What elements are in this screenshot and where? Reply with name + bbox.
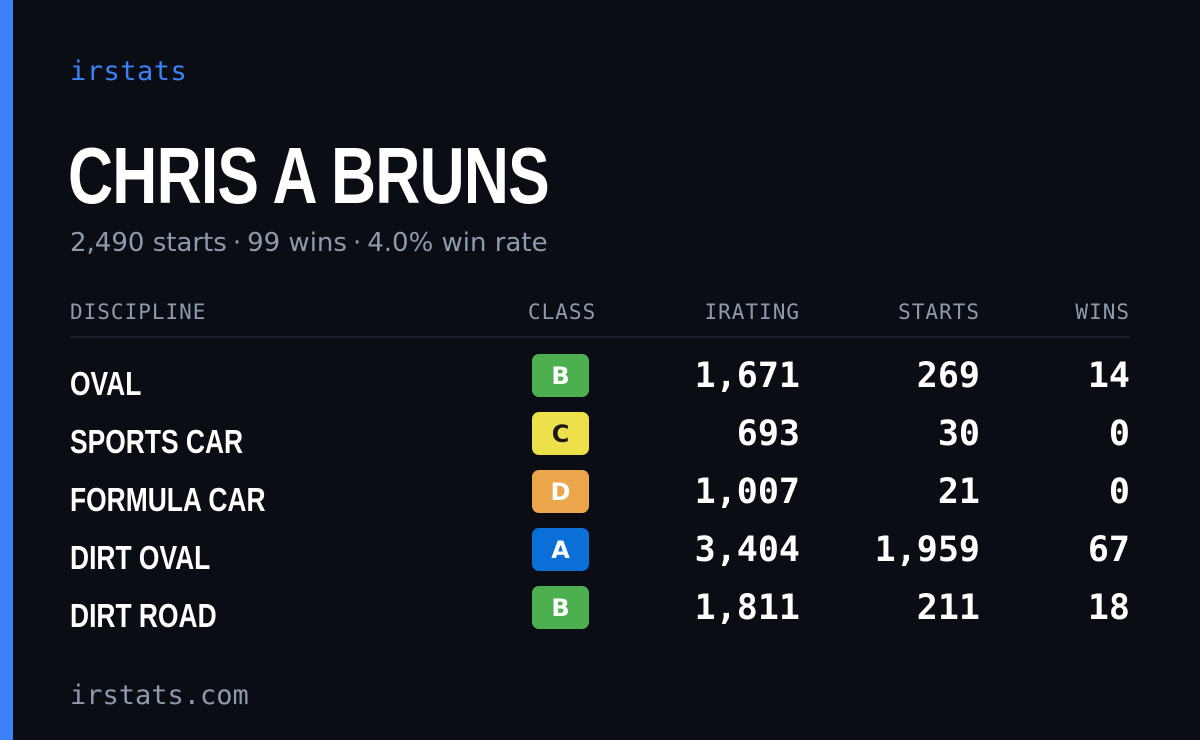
- header-wins: WINS: [1075, 300, 1130, 324]
- irating-value: 1,007: [694, 472, 800, 512]
- class-badge: D: [532, 470, 589, 513]
- table-row: DIRT OVAL A 3,404 1,959 67: [70, 528, 1130, 586]
- summary-wins: 99 wins: [247, 228, 347, 258]
- starts-value: 21: [937, 472, 980, 512]
- summary-win-rate: 4.0% win rate: [367, 228, 548, 258]
- wins-value: 0: [1108, 414, 1130, 454]
- summary-starts: 2,490 starts: [70, 228, 227, 258]
- header-irating: IRATING: [704, 300, 800, 324]
- summary-separator: ·: [232, 228, 242, 258]
- brand-logo-text[interactable]: irstats: [70, 56, 188, 87]
- discipline-name: SPORTS CAR: [70, 423, 244, 460]
- discipline-name: DIRT ROAD: [70, 597, 217, 634]
- table-row: FORMULA CAR D 1,007 21 0: [70, 470, 1130, 528]
- wins-value: 67: [1087, 530, 1130, 570]
- header-discipline: DISCIPLINE: [70, 300, 207, 324]
- irating-value: 693: [736, 414, 800, 454]
- wins-value: 14: [1087, 356, 1130, 396]
- starts-value: 30: [937, 414, 980, 454]
- table-row: OVAL B 1,671 269 14: [70, 354, 1130, 412]
- header-class: CLASS: [528, 300, 597, 324]
- discipline-name: DIRT OVAL: [70, 539, 211, 576]
- table-row: SPORTS CAR C 693 30 0: [70, 412, 1130, 470]
- footer-url[interactable]: irstats.com: [70, 680, 249, 711]
- driver-name: CHRIS A BRUNS: [68, 131, 550, 220]
- accent-bar: [0, 0, 13, 740]
- discipline-stats-table: DISCIPLINE CLASS IRATING STARTS WINS OVA…: [70, 296, 1130, 644]
- irating-value: 1,811: [694, 588, 800, 628]
- class-badge: B: [532, 586, 589, 629]
- header-starts: STARTS: [898, 300, 980, 324]
- table-body: OVAL B 1,671 269 14 SPORTS CAR C 693 30 …: [70, 354, 1130, 644]
- class-badge: B: [532, 354, 589, 397]
- irating-value: 3,404: [694, 530, 800, 570]
- driver-summary: 2,490 starts · 99 wins · 4.0% win rate: [70, 228, 548, 258]
- irating-value: 1,671: [694, 356, 800, 396]
- starts-value: 269: [916, 356, 980, 396]
- class-badge: C: [532, 412, 589, 455]
- discipline-name: FORMULA CAR: [70, 481, 266, 518]
- table-row: DIRT ROAD B 1,811 211 18: [70, 586, 1130, 644]
- summary-separator: ·: [352, 228, 362, 258]
- table-header: DISCIPLINE CLASS IRATING STARTS WINS: [70, 296, 1130, 338]
- discipline-name: OVAL: [70, 365, 142, 402]
- class-badge: A: [532, 528, 589, 571]
- starts-value: 1,959: [874, 530, 980, 570]
- wins-value: 18: [1087, 588, 1130, 628]
- wins-value: 0: [1108, 472, 1130, 512]
- starts-value: 211: [916, 588, 980, 628]
